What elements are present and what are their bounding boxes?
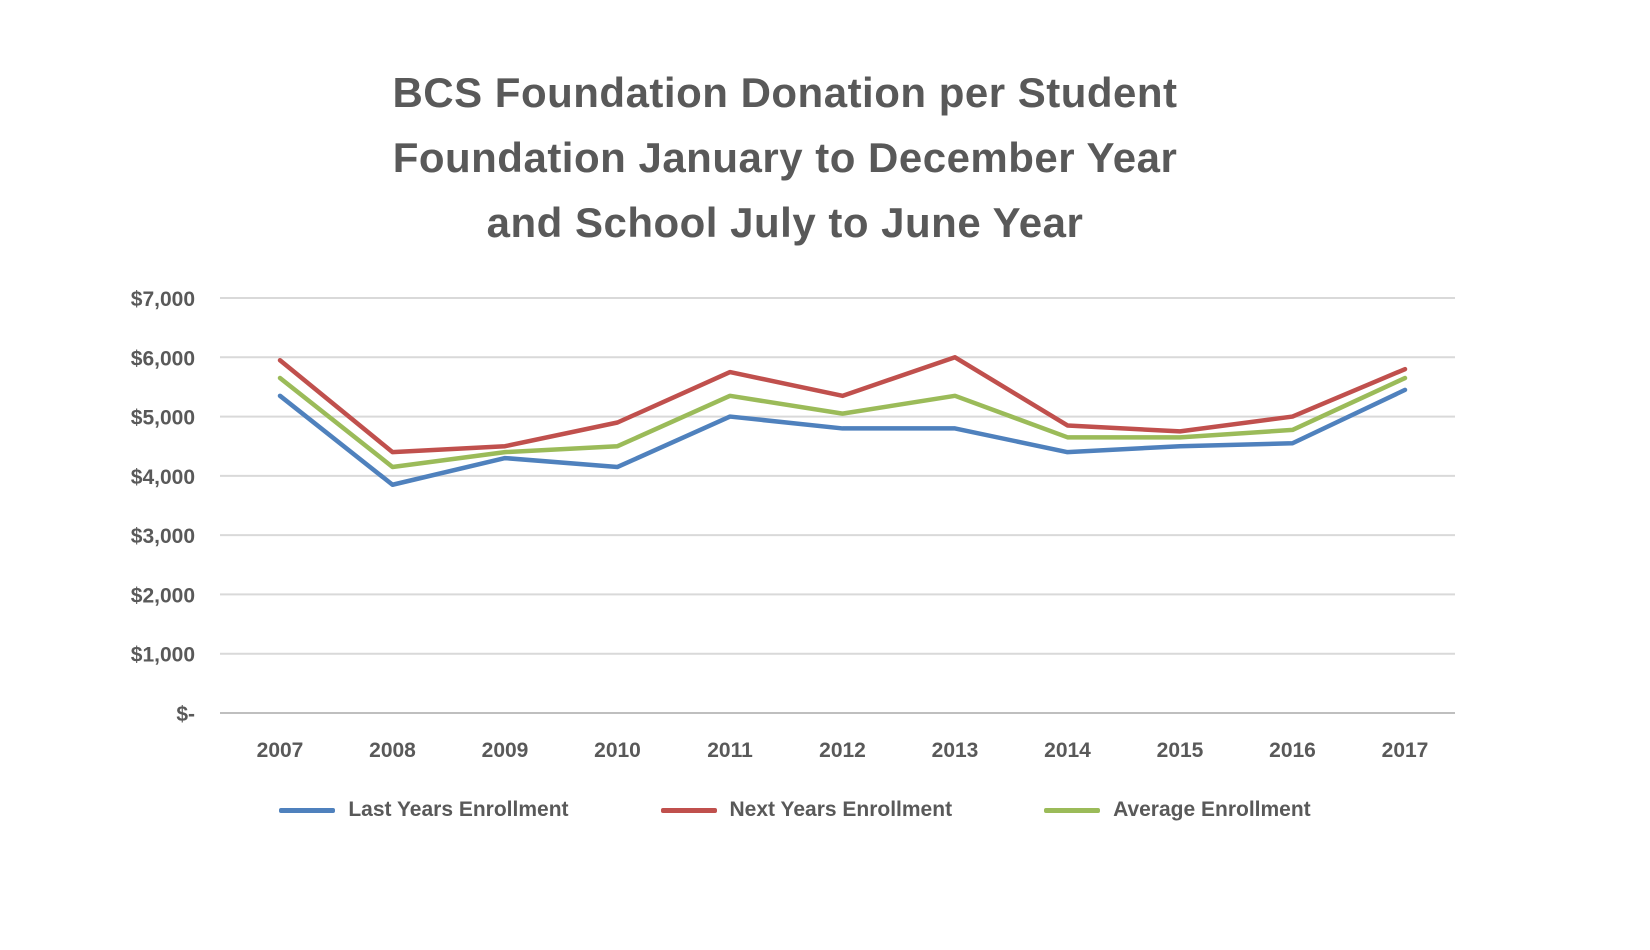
y-tick-label: $7,000 (131, 288, 195, 311)
y-tick-label: $5,000 (131, 407, 195, 430)
legend-label-next-years-enrollment: Next Years Enrollment (729, 798, 953, 821)
x-tick-label: 2017 (1382, 739, 1429, 762)
y-tick-label: $3,000 (131, 525, 195, 548)
legend-label-last-years-enrollment: Last Years Enrollment (348, 798, 569, 821)
x-tick-label: 2014 (1044, 739, 1091, 762)
y-tick-label: $2,000 (131, 584, 195, 607)
chart-title-line-2: Foundation January to December Year (392, 134, 1178, 181)
legend-item-average-enrollment: Average Enrollment (1044, 798, 1311, 822)
y-tick-label: $6,000 (131, 347, 195, 370)
x-tick-label: 2012 (819, 739, 866, 762)
series-line-next-years-enrollment (277, 355, 1408, 455)
legend-item-last-years-enrollment: Last Years Enrollment (279, 798, 569, 822)
x-tick-label: 2015 (1157, 739, 1204, 762)
chart-title-line-1: BCS Foundation Donation per Student (392, 69, 1178, 116)
x-tick-label: 2016 (1269, 739, 1316, 762)
chart-legend: Last Years Enrollment Next Years Enrollme… (120, 793, 1470, 827)
legend-item-next-years-enrollment: Next Years Enrollment (660, 798, 953, 822)
x-tick-label: 2010 (594, 739, 641, 762)
y-tick-label: $1,000 (131, 644, 195, 667)
legend-label-average-enrollment: Average Enrollment (1113, 798, 1311, 821)
series-line-last-years-enrollment (277, 387, 1408, 487)
x-tick-label: 2009 (482, 739, 529, 762)
chart-title: BCS Foundation Donation per Student Foun… (0, 60, 1570, 255)
chart-title-line-3: and School July to June Year (486, 199, 1084, 246)
legend-swatch-last-years-enrollment (279, 807, 336, 813)
x-tick-label: 2008 (369, 739, 416, 762)
x-tick-label: 2007 (257, 739, 304, 762)
series-line-average-enrollment (277, 375, 1408, 470)
y-tick-label: $- (176, 703, 195, 726)
x-tick-label: 2013 (932, 739, 979, 762)
y-tick-label: $4,000 (131, 466, 195, 489)
legend-swatch-next-years-enrollment (660, 807, 717, 813)
legend-swatch-average-enrollment (1044, 807, 1101, 813)
x-tick-label: 2011 (707, 739, 753, 762)
